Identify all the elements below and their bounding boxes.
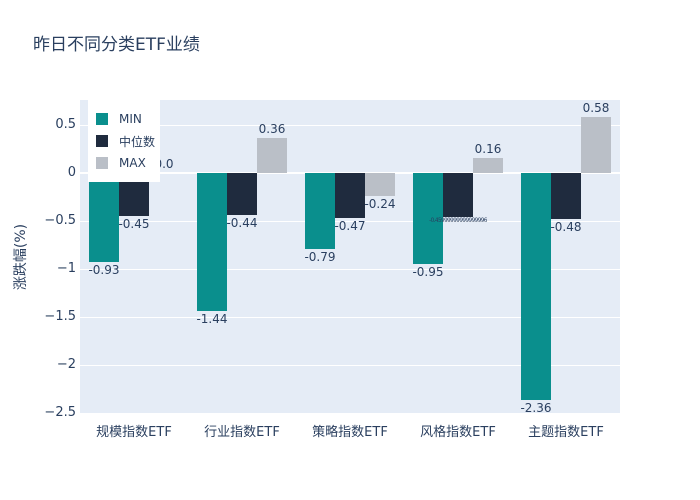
chart-title: 昨日不同分类ETF业绩 [33,35,200,55]
gridline [80,269,620,270]
bar-value-label: -0.47 [334,219,366,234]
bar-value-label: -0.45 [118,217,150,232]
bar-中位数-主题指数ETF [551,173,581,220]
gridline [80,317,620,318]
bar-MIN-行业指数ETF [197,173,227,312]
y-tick-label: −0.5 [44,213,76,228]
bar-MAX-行业指数ETF [257,138,287,173]
plot-area: -0.93 -1.44 -0.79 -0.95 -2.36 -0.45 -0.44 -0.47… [80,100,620,414]
y-tick-label: 0.5 [55,117,76,132]
gridline [80,365,620,366]
y-tick-label: −1.5 [44,309,76,324]
legend-swatch-max-icon [96,157,108,169]
legend-item-min[interactable]: MIN [96,108,160,130]
gridline [80,221,620,222]
y-tick-label: −2.5 [44,405,76,420]
legend: MIN 中位数 MAX [88,100,160,182]
bar-MIN-风格指数ETF [413,173,443,265]
gridline [80,413,620,414]
bar-value-label: -0.95 [412,265,444,280]
bar-value-label: 0.36 [258,122,286,137]
gridline [80,125,620,126]
x-axis-category-label: 主题指数ETF [528,425,604,440]
y-tick-label: 0 [67,165,76,180]
bar-value-label: -0.45999999999999996 [429,217,487,225]
legend-swatch-median-icon [96,135,108,147]
bar-MIN-策略指数ETF [305,173,335,249]
bar-MIN-规模指数ETF [89,173,119,263]
bar-value-label: -0.79 [304,249,336,264]
bar-MAX-主题指数ETF [581,117,611,173]
x-axis-category-label: 策略指数ETF [312,425,388,440]
legend-label-median: 中位数 [119,134,156,149]
bar-MIN-主题指数ETF [521,173,551,400]
bar-value-label: -1.44 [196,312,228,327]
legend-label-min: MIN [119,112,142,126]
y-axis-title: 涨跌幅(%) [13,223,29,291]
bar-value-label: 0.58 [582,101,610,116]
bar-value-label: -0.93 [88,263,120,278]
bar-value-label: -0.48 [550,220,582,235]
bar-value-label: 0.16 [474,141,502,156]
legend-item-median[interactable]: 中位数 [96,130,160,152]
y-tick-label: −1 [56,261,76,276]
x-axis-category-label: 规模指数ETF [96,425,172,440]
bar-value-label: -0.44 [226,216,258,231]
x-axis-category-label: 风格指数ETF [420,425,496,440]
bar-中位数-策略指数ETF [335,173,365,219]
legend-label-max: MAX [119,156,146,170]
legend-item-max[interactable]: MAX [96,152,160,174]
legend-swatch-min-icon [96,113,108,125]
x-axis-category-label: 行业指数ETF [204,425,280,440]
y-tick-label: −2 [56,357,76,372]
bar-MAX-风格指数ETF [473,157,503,173]
bar-中位数-风格指数ETF [443,173,473,218]
bar-中位数-行业指数ETF [227,173,257,216]
bar-value-label: -2.36 [520,400,552,415]
bar-value-label: -0.24 [364,197,396,212]
bar-MAX-策略指数ETF [365,173,395,197]
